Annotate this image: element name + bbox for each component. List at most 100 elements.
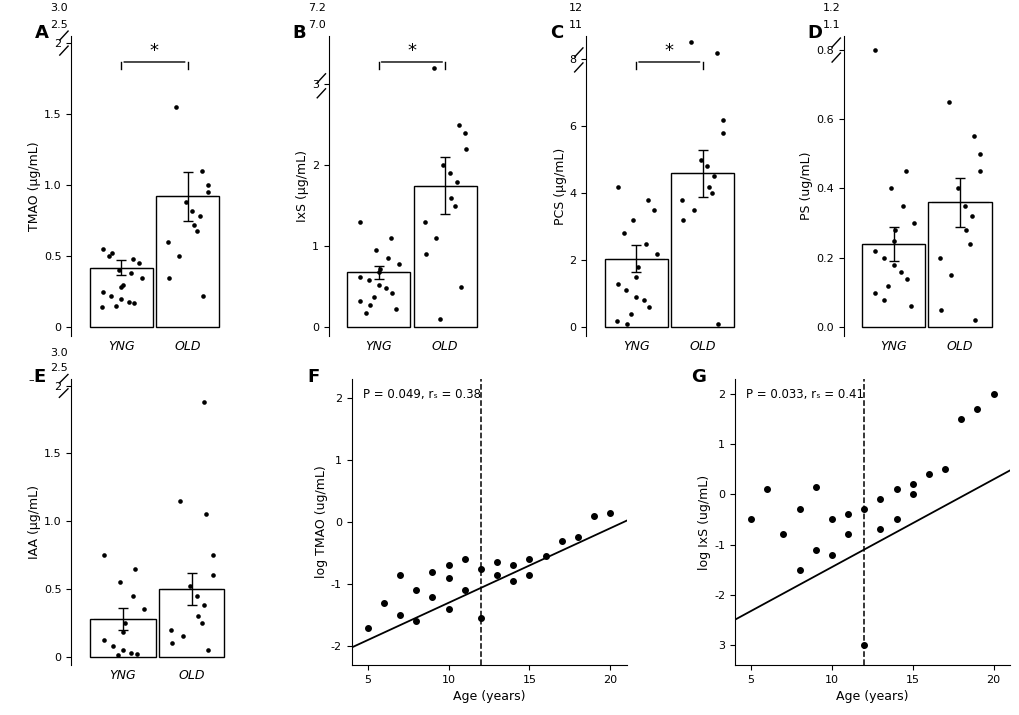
Point bbox=[108, 300, 124, 312]
Point bbox=[683, 36, 699, 48]
Point bbox=[370, 280, 386, 291]
Point bbox=[114, 279, 130, 290]
Point bbox=[488, 569, 504, 581]
Point bbox=[428, 232, 444, 244]
Point bbox=[101, 250, 117, 262]
Point bbox=[205, 570, 221, 581]
Point bbox=[930, 252, 947, 264]
Point bbox=[375, 597, 391, 608]
Bar bbox=[927, 202, 990, 327]
Point bbox=[372, 263, 388, 275]
Bar bbox=[413, 186, 476, 327]
Text: A: A bbox=[35, 24, 49, 41]
Point bbox=[601, 507, 618, 518]
Y-axis label: IxS (μg/mL): IxS (μg/mL) bbox=[296, 150, 309, 222]
Bar bbox=[159, 589, 224, 656]
Point bbox=[440, 572, 457, 583]
Point bbox=[949, 183, 965, 194]
Point bbox=[936, 463, 953, 475]
Point bbox=[473, 613, 489, 624]
Text: G: G bbox=[690, 368, 705, 385]
Point bbox=[700, 181, 716, 192]
Point bbox=[352, 296, 368, 307]
Point bbox=[360, 622, 376, 633]
Point bbox=[159, 236, 175, 247]
Point bbox=[177, 197, 194, 208]
Point bbox=[451, 281, 468, 292]
Point bbox=[628, 271, 644, 282]
Point bbox=[714, 127, 731, 139]
Point bbox=[758, 483, 774, 495]
Point bbox=[504, 576, 521, 587]
Text: 1.2: 1.2 bbox=[822, 4, 840, 13]
Point bbox=[898, 273, 914, 285]
Point bbox=[424, 591, 440, 602]
Point bbox=[382, 232, 398, 244]
Point bbox=[703, 187, 719, 199]
Point bbox=[881, 183, 898, 194]
Y-axis label: PCS (μg/mL): PCS (μg/mL) bbox=[553, 147, 567, 225]
Point bbox=[625, 214, 641, 226]
Text: 11: 11 bbox=[569, 20, 583, 30]
Point bbox=[866, 44, 882, 55]
Text: F: F bbox=[308, 368, 320, 385]
Point bbox=[194, 165, 210, 177]
Point bbox=[473, 563, 489, 574]
Y-axis label: TMAO (μg/mL): TMAO (μg/mL) bbox=[29, 141, 41, 231]
Text: 7.2: 7.2 bbox=[308, 4, 325, 13]
Point bbox=[104, 640, 120, 651]
Point bbox=[200, 187, 216, 198]
Point bbox=[190, 611, 206, 622]
Point bbox=[408, 616, 424, 627]
Point bbox=[875, 294, 892, 305]
Point bbox=[424, 566, 440, 578]
Point bbox=[645, 204, 661, 216]
Point bbox=[450, 119, 467, 131]
Point bbox=[866, 287, 882, 298]
Point bbox=[884, 235, 901, 246]
Point bbox=[698, 161, 714, 172]
Text: *: * bbox=[664, 41, 674, 60]
Point bbox=[200, 179, 216, 191]
Point bbox=[774, 529, 791, 541]
Point bbox=[408, 585, 424, 596]
Point bbox=[904, 478, 920, 490]
Point bbox=[95, 243, 111, 255]
Point bbox=[194, 617, 210, 628]
Text: 2.5: 2.5 bbox=[50, 363, 68, 373]
Point bbox=[390, 258, 407, 270]
Point bbox=[457, 585, 473, 596]
Point bbox=[635, 295, 651, 306]
Y-axis label: log TMAO (ug/mL): log TMAO (ug/mL) bbox=[315, 465, 327, 578]
Point bbox=[855, 639, 871, 651]
Point bbox=[920, 468, 936, 480]
Bar bbox=[671, 173, 734, 327]
Point bbox=[619, 318, 635, 330]
Point bbox=[823, 549, 840, 561]
Y-axis label: PS (ug/mL): PS (ug/mL) bbox=[800, 152, 813, 220]
Point bbox=[709, 318, 726, 330]
Point bbox=[504, 560, 521, 571]
Point bbox=[965, 131, 981, 142]
Point bbox=[618, 285, 634, 296]
Point bbox=[391, 609, 408, 621]
Point bbox=[434, 159, 450, 171]
Point bbox=[692, 154, 708, 165]
Point bbox=[640, 302, 656, 313]
Point bbox=[457, 127, 473, 139]
Point bbox=[388, 304, 405, 315]
Text: *: * bbox=[150, 41, 159, 60]
Point bbox=[874, 252, 891, 264]
Text: P = 0.049, rₛ = 0.38: P = 0.049, rₛ = 0.38 bbox=[362, 388, 480, 400]
Point bbox=[705, 171, 721, 182]
Point bbox=[195, 290, 211, 302]
Point bbox=[553, 535, 570, 546]
Text: *: * bbox=[407, 41, 416, 60]
Point bbox=[893, 266, 909, 277]
Point bbox=[431, 313, 447, 325]
Point bbox=[109, 649, 125, 661]
Point bbox=[127, 563, 144, 574]
Point bbox=[133, 272, 150, 283]
X-axis label: Age (years): Age (years) bbox=[452, 690, 525, 704]
Point bbox=[391, 569, 408, 581]
